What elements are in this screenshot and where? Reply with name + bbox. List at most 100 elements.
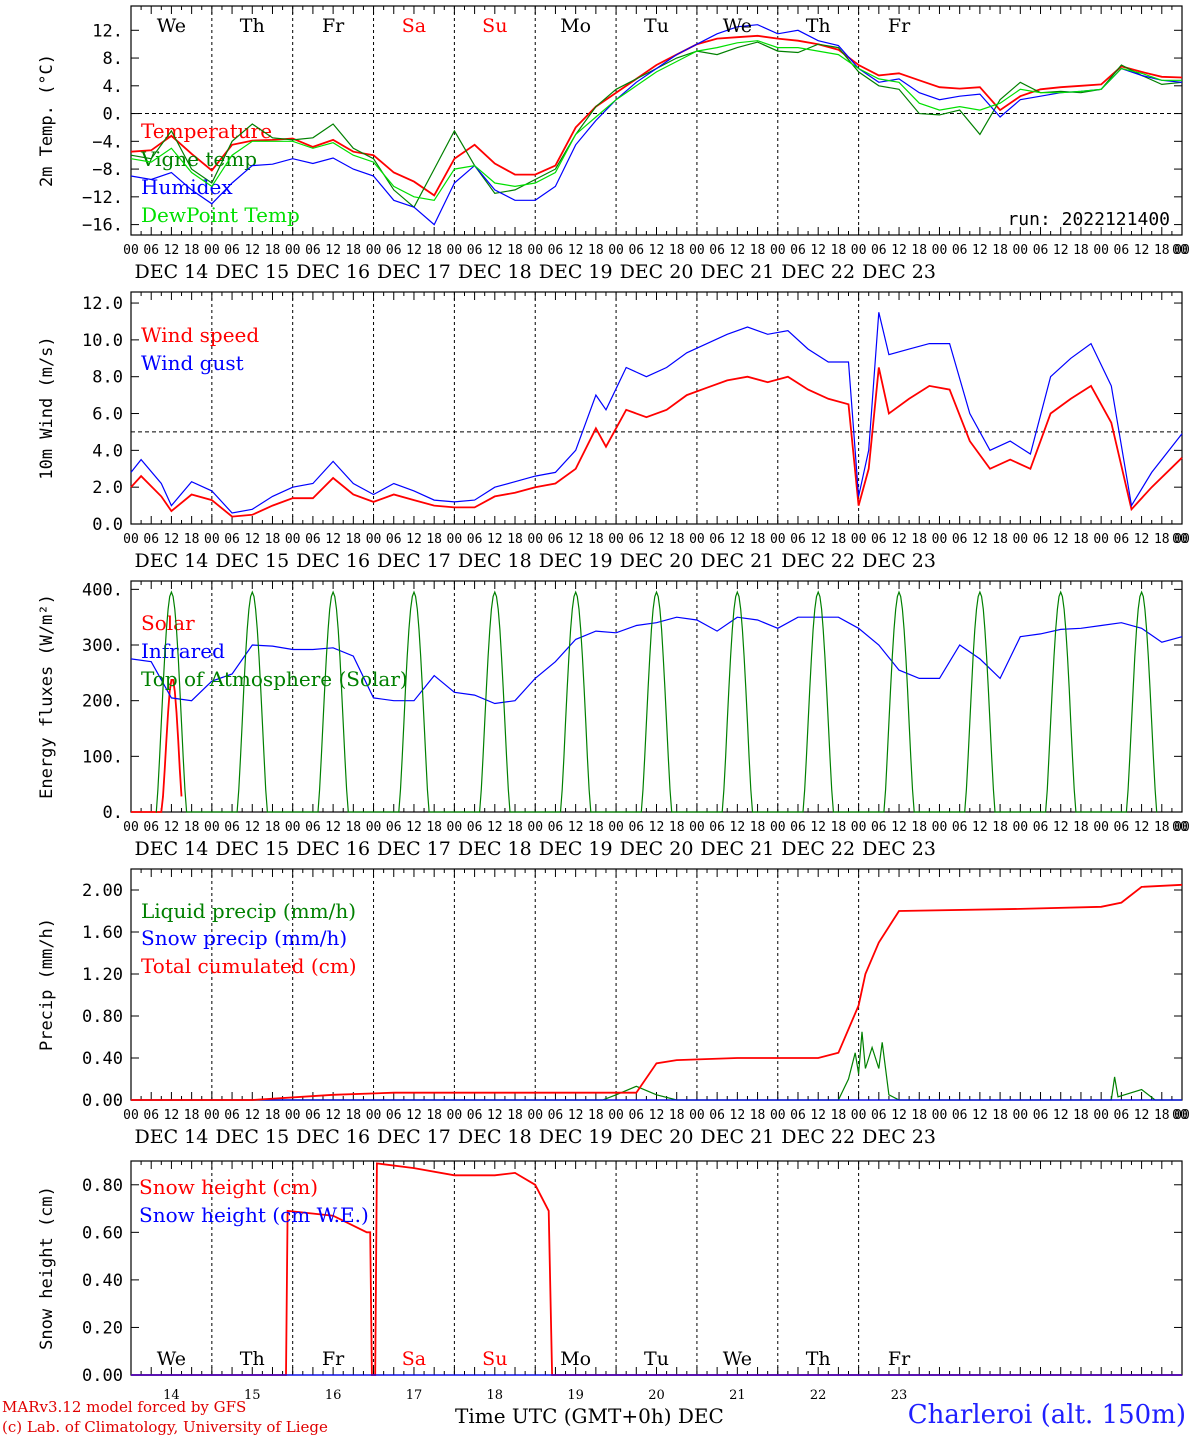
hour-label: 12	[244, 1108, 260, 1123]
hour-label: 06	[1114, 820, 1130, 835]
date-label: DEC 23	[862, 838, 936, 860]
hour-label: 00	[932, 532, 948, 547]
hour-label: 06	[628, 820, 644, 835]
hour-label: 18	[669, 1108, 685, 1123]
hour-label: 12	[810, 820, 826, 835]
hour-label: 06	[871, 532, 887, 547]
hour-label: 06	[467, 820, 483, 835]
run-label: run: 2022121400	[1007, 209, 1170, 230]
hour-label: 00	[608, 532, 624, 547]
hour-label: 06	[871, 820, 887, 835]
day-label: We	[723, 15, 752, 37]
hour-label: 12	[649, 1108, 665, 1123]
hour-label: 12	[568, 243, 584, 258]
date-label: DEC 15	[215, 550, 289, 572]
day-label: We	[157, 15, 186, 37]
date-label: DEC 18	[458, 550, 532, 572]
hour-label: 06	[1033, 1108, 1049, 1123]
date-label: DEC 19	[539, 550, 613, 572]
hour-label: 06	[952, 820, 968, 835]
hour-label: 00	[447, 243, 463, 258]
hour-label: 12	[325, 243, 341, 258]
date-label: DEC 18	[458, 1126, 532, 1148]
y-tick-label: 0.20	[82, 1318, 123, 1338]
hour-label: 00	[1172, 532, 1188, 547]
station-name: Charleroi (alt. 150m)	[907, 1400, 1186, 1430]
date-label: DEC 23	[862, 261, 936, 283]
hour-label: 12	[164, 820, 180, 835]
hour-label: 12	[244, 243, 260, 258]
hour-label: 06	[224, 1108, 240, 1123]
hour-label: 00	[204, 532, 220, 547]
hour-label: 06	[143, 1108, 159, 1123]
hour-label: 06	[386, 532, 402, 547]
hour-label: 06	[224, 243, 240, 258]
hour-label: 00	[689, 1108, 705, 1123]
hour-label: 12	[244, 820, 260, 835]
hour-label: 00	[527, 820, 543, 835]
hour-label: 00	[447, 1108, 463, 1123]
series-line-solar	[131, 679, 183, 813]
hour-label: 00	[1174, 532, 1190, 547]
hour-label: 06	[790, 820, 806, 835]
day-label: Fr	[322, 15, 345, 37]
hour-label: 00	[1172, 820, 1188, 835]
date-label: DEC 21	[700, 1126, 774, 1148]
y-tick-label: 0.40	[82, 1049, 123, 1069]
day-label: Th	[806, 1348, 831, 1370]
day-label: Fr	[888, 15, 911, 37]
date-label: DEC 18	[458, 838, 532, 860]
day-label: Su	[482, 1348, 507, 1370]
hour-label: 12	[164, 243, 180, 258]
hour-label: 00	[608, 243, 624, 258]
hour-label: 06	[467, 1108, 483, 1123]
hour-label: 18	[1073, 1108, 1089, 1123]
day-number-label: 17	[406, 1388, 423, 1403]
day-label: Th	[806, 15, 831, 37]
day-number-label: 22	[810, 1388, 827, 1403]
hour-label: 12	[730, 1108, 746, 1123]
hour-label: 00	[123, 1108, 139, 1123]
hour-label: 06	[1033, 243, 1049, 258]
date-label: DEC 17	[377, 261, 451, 283]
y-axis-label: 2m Temp. (°C)	[37, 54, 57, 187]
hour-label: 00	[1174, 243, 1190, 258]
hour-label: 12	[972, 820, 988, 835]
hour-label: 00	[1093, 820, 1109, 835]
hour-label: 06	[952, 1108, 968, 1123]
hour-label: 18	[750, 532, 766, 547]
hour-label: 06	[709, 243, 725, 258]
date-label: DEC 20	[620, 261, 694, 283]
hour-label: 00	[851, 532, 867, 547]
date-label: DEC 21	[700, 550, 774, 572]
hour-label: 00	[851, 820, 867, 835]
hour-label: 12	[568, 1108, 584, 1123]
hour-label: 00	[123, 820, 139, 835]
hour-label: 12	[810, 1108, 826, 1123]
hour-label: 06	[143, 532, 159, 547]
day-number-label: 14	[163, 1388, 180, 1403]
hour-label: 06	[224, 532, 240, 547]
date-label: DEC 16	[296, 1126, 370, 1148]
hour-label: 00	[932, 243, 948, 258]
hour-label: 00	[1093, 532, 1109, 547]
hour-label: 06	[952, 243, 968, 258]
y-tick-label: 0.80	[82, 1176, 123, 1196]
date-label: DEC 20	[620, 1126, 694, 1148]
hour-label: 12	[1134, 243, 1150, 258]
hour-label: 00	[366, 532, 382, 547]
hour-label: 00	[1012, 1108, 1028, 1123]
series-line-snow-height-cm-	[131, 1162, 1182, 1376]
date-label: DEC 19	[539, 1126, 613, 1148]
day-number-label: 19	[567, 1388, 584, 1403]
hour-label: 12	[810, 243, 826, 258]
y-tick-label: 8.	[103, 49, 123, 69]
hour-label: 12	[730, 243, 746, 258]
legend-entry: Top of Atmosphere (Solar)	[141, 667, 408, 691]
hour-label: 18	[669, 532, 685, 547]
hour-label: 00	[851, 1108, 867, 1123]
hour-label: 00	[1012, 532, 1028, 547]
date-label: DEC 21	[700, 838, 774, 860]
legend-entry: Infrared	[141, 639, 225, 663]
hour-label: 00	[689, 820, 705, 835]
